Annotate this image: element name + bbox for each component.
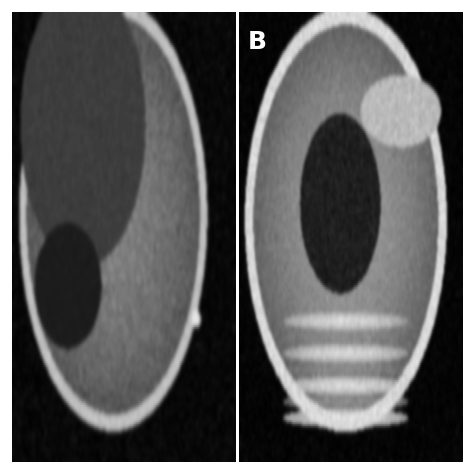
- Text: B: B: [248, 30, 267, 54]
